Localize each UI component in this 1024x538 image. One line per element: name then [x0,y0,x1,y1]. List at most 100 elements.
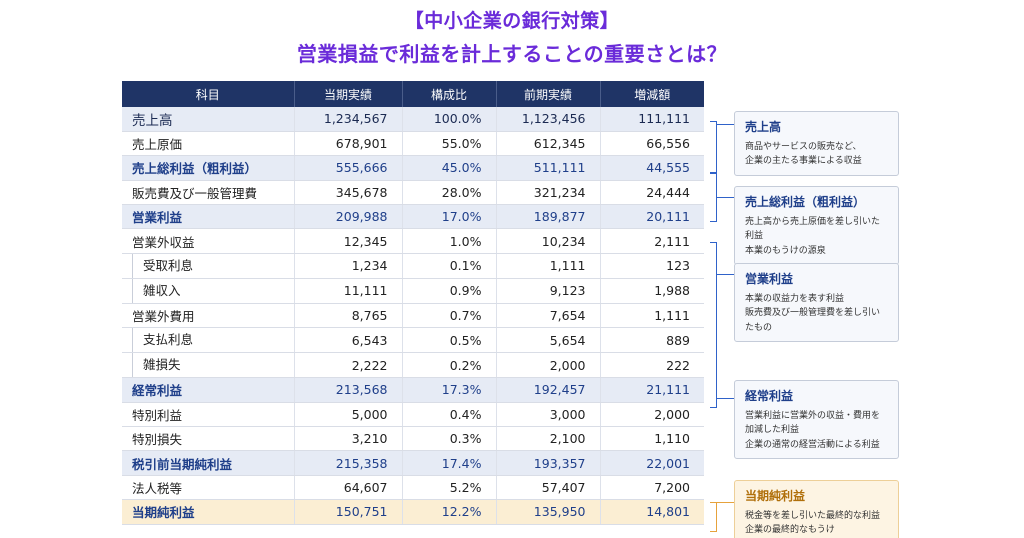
row-previous: 321,234 [496,180,601,206]
table-row: 雑収入 11,111 0.9% 9,123 1,988 [122,278,704,304]
row-ratio: 28.0% [402,180,497,206]
row-previous: 192,457 [496,377,601,403]
row-previous: 2,000 [496,352,601,379]
row-previous: 1,111 [496,253,601,279]
row-current: 8,765 [294,303,403,329]
row-ratio: 0.1% [402,253,497,279]
row-change: 111,111 [600,107,704,132]
table-row: 法人税等 64,607 5.2% 57,407 7,200 [122,475,704,501]
row-change: 24,444 [600,180,704,206]
row-label-text: 支払利息 [132,328,193,353]
row-label: 営業利益 [122,204,295,230]
note-gross-profit: 売上総利益（粗利益） 売上高から売上原価を差し引いた利益 本業のもうけの源泉 [734,186,899,266]
row-ratio: 0.3% [402,426,497,452]
header-ratio: 構成比 [402,81,497,107]
row-change: 1,110 [600,426,704,452]
table-row: 営業利益 209,988 17.0% 189,877 20,111 [122,204,704,230]
table-row: 営業外収益 12,345 1.0% 10,234 2,111 [122,228,704,254]
bracket-sales-line [717,124,734,125]
page-title-line2: 営業損益で利益を計上することの重要さとは？ [296,42,728,66]
header-current: 当期実績 [294,81,403,107]
row-label: 販売費及び一般管理費 [122,180,295,206]
row-current: 11,111 [294,278,403,304]
row-label-text: 雑損失 [132,353,181,378]
row-previous: 10,234 [496,228,601,254]
row-change: 66,556 [600,131,704,157]
table-row: 受取利息 1,234 0.1% 1,111 123 [122,253,704,279]
note-sales: 売上高 商品やサービスの販売など、 企業の主たる事業による収益 [734,111,899,176]
row-ratio: 55.0% [402,131,497,157]
row-current: 64,607 [294,475,403,501]
bracket-net [710,502,717,532]
note-sales-line2: 企業の主たる事業による収益 [745,156,862,167]
row-current: 2,222 [294,352,403,379]
note-net-line1: 税金等を差し引いた最終的な利益 [745,511,881,521]
row-change: 2,000 [600,402,704,428]
row-change: 22,001 [600,450,704,476]
table-row: 営業外費用 8,765 0.7% 7,654 1,111 [122,303,704,329]
row-ratio: 0.2% [402,352,497,379]
row-previous: 3,000 [496,402,601,428]
row-label: 営業外費用 [122,303,295,329]
row-ratio: 0.5% [402,327,497,354]
row-ratio: 100.0% [402,107,497,132]
row-ratio: 45.0% [402,155,497,181]
row-previous: 612,345 [496,131,601,157]
row-change: 7,200 [600,475,704,501]
row-ratio: 17.3% [402,377,497,403]
row-label: 当期純利益 [122,499,295,525]
note-operating-line2: 販売費及び一般管理費を差し引いたもの [745,308,881,333]
row-current: 209,988 [294,204,403,230]
row-ratio: 17.0% [402,204,497,230]
header-change: 増減額 [600,81,704,107]
row-label: 税引前当期純利益 [122,450,295,476]
row-change: 20,111 [600,204,704,230]
row-change: 2,111 [600,228,704,254]
row-label: 雑収入 [122,278,295,304]
note-sales-title: 売上高 [745,120,782,134]
row-ratio: 5.2% [402,475,497,501]
note-gross-line2: 本業のもうけの源泉 [745,245,826,256]
note-operating-profit: 営業利益 本業の収益力を表す利益 販売費及び一般管理費を差し引いたもの [734,263,899,343]
row-current: 1,234 [294,253,403,279]
row-change: 123 [600,253,704,279]
row-ratio: 0.4% [402,402,497,428]
row-previous: 193,357 [496,450,601,476]
table-row: 雑損失 2,222 0.2% 2,000 222 [122,352,704,379]
row-ratio: 12.2% [402,499,497,525]
row-previous: 1,123,456 [496,107,601,132]
note-ordinary-profit: 経常利益 営業利益に営業外の収益・費用を 加減した利益 企業の通常の経営活動によ… [734,380,899,460]
bracket-sales [710,121,717,173]
note-sales-line1: 商品やサービスの販売など、 [745,142,862,152]
bracket-net-line [717,502,734,503]
row-previous: 9,123 [496,278,601,304]
row-change: 222 [600,352,704,379]
table-row: 経常利益 213,568 17.3% 192,457 21,111 [122,377,704,403]
row-previous: 511,111 [496,155,601,181]
row-label: 受取利息 [122,253,295,279]
row-change: 44,555 [600,155,704,181]
page-title-line1: 【中小企業の銀行対策】 [404,10,620,32]
row-ratio: 0.7% [402,303,497,329]
row-previous: 189,877 [496,204,601,230]
row-current: 150,751 [294,499,403,525]
note-net-line2: 企業の最終的なもうけ [745,525,835,536]
header-previous: 前期実績 [496,81,601,107]
note-net-title: 当期純利益 [745,489,806,503]
note-operating-title: 営業利益 [745,272,794,286]
row-label: 売上高 [122,107,295,132]
row-change: 1,988 [600,278,704,304]
table-row: 税引前当期純利益 215,358 17.4% 193,357 22,001 [122,450,704,476]
row-previous: 57,407 [496,475,601,501]
row-current: 3,210 [294,426,403,452]
row-current: 6,543 [294,327,403,354]
bracket-operating [710,242,717,408]
bracket-operating-line [717,274,734,275]
income-statement-table: 科目 当期実績 構成比 前期実績 増減額 売上高 1,234,567 100.0% 1… [122,81,704,525]
row-label: 雑損失 [122,352,295,379]
row-label-text: 雑収入 [132,278,181,303]
row-previous: 2,100 [496,426,601,452]
header-subject: 科目 [122,81,295,107]
row-label-text: 受取利息 [132,253,193,278]
row-change: 21,111 [600,377,704,403]
